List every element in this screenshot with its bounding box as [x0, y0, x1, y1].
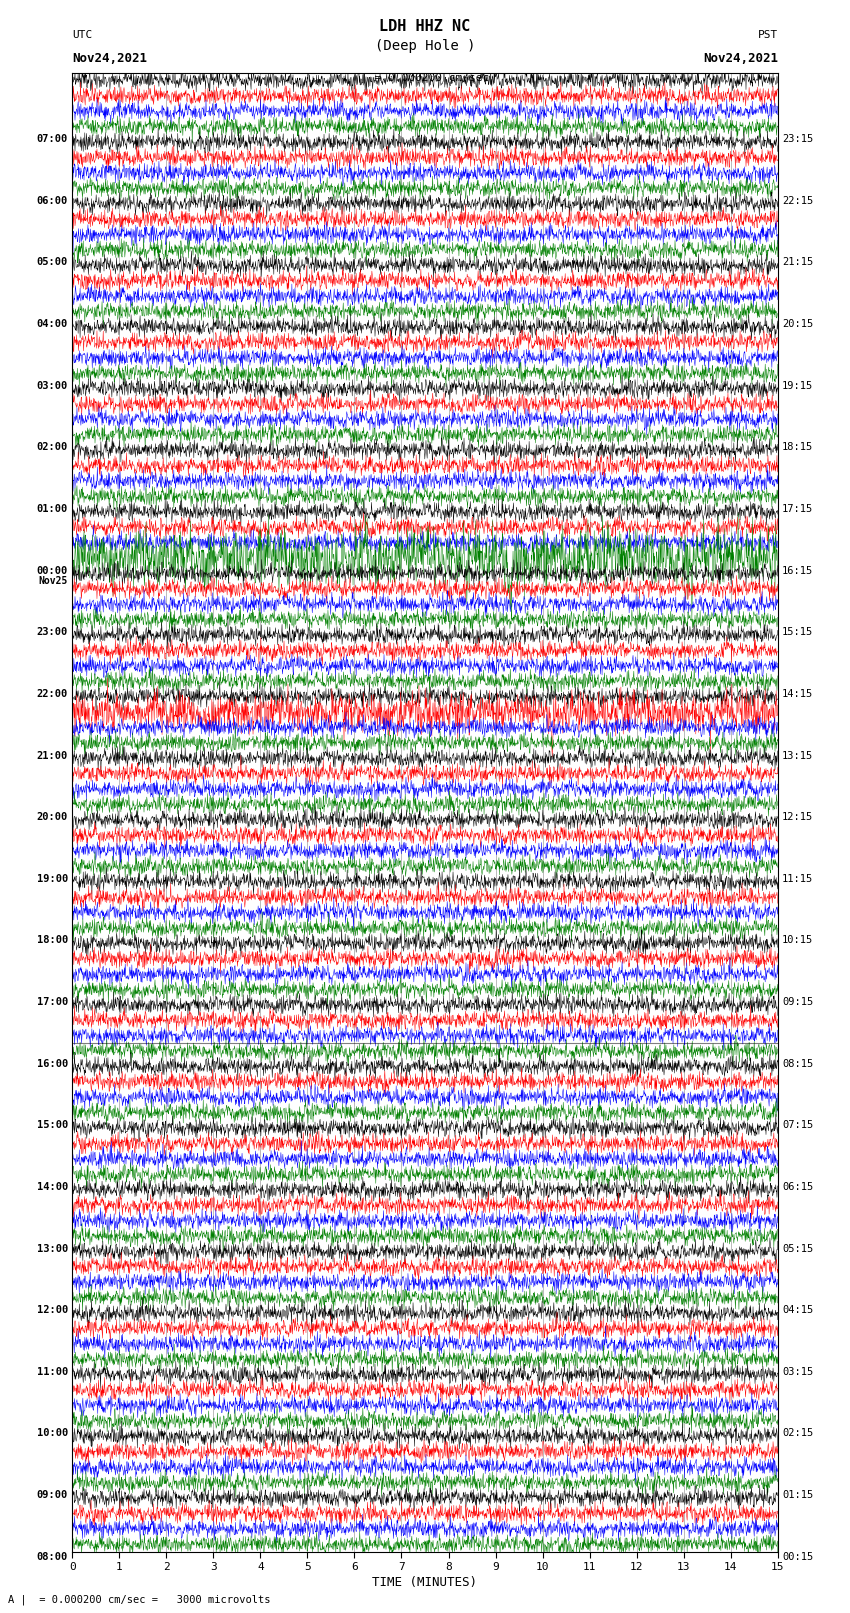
- Text: 15:00: 15:00: [37, 1121, 68, 1131]
- Text: 06:15: 06:15: [782, 1182, 813, 1192]
- Text: 19:15: 19:15: [782, 381, 813, 390]
- Text: 12:00: 12:00: [37, 1305, 68, 1315]
- Text: 15:15: 15:15: [782, 627, 813, 637]
- Text: Nov24,2021: Nov24,2021: [72, 52, 147, 65]
- Text: UTC: UTC: [72, 31, 93, 40]
- Text: 02:15: 02:15: [782, 1429, 813, 1439]
- Text: 21:00: 21:00: [37, 750, 68, 760]
- Text: 00:15: 00:15: [782, 1552, 813, 1561]
- Text: 21:15: 21:15: [782, 258, 813, 268]
- Text: 09:00: 09:00: [37, 1490, 68, 1500]
- Text: | = 0.000200 cm/sec: | = 0.000200 cm/sec: [361, 73, 489, 84]
- Text: 03:15: 03:15: [782, 1366, 813, 1378]
- Text: 07:15: 07:15: [782, 1121, 813, 1131]
- Text: 13:00: 13:00: [37, 1244, 68, 1253]
- Text: A |  = 0.000200 cm/sec =   3000 microvolts: A | = 0.000200 cm/sec = 3000 microvolts: [8, 1594, 271, 1605]
- Text: 22:00: 22:00: [37, 689, 68, 698]
- Text: 12:15: 12:15: [782, 813, 813, 823]
- Text: 11:00: 11:00: [37, 1366, 68, 1378]
- Text: 03:00: 03:00: [37, 381, 68, 390]
- Text: 17:15: 17:15: [782, 503, 813, 515]
- Text: 16:00: 16:00: [37, 1058, 68, 1069]
- Text: 05:00: 05:00: [37, 258, 68, 268]
- Text: 18:15: 18:15: [782, 442, 813, 452]
- Text: (Deep Hole ): (Deep Hole ): [375, 39, 475, 53]
- Text: 02:00: 02:00: [37, 442, 68, 452]
- Text: 23:00: 23:00: [37, 627, 68, 637]
- Text: 01:00: 01:00: [37, 503, 68, 515]
- Text: Nov24,2021: Nov24,2021: [703, 52, 778, 65]
- Text: 10:00: 10:00: [37, 1429, 68, 1439]
- Text: 11:15: 11:15: [782, 874, 813, 884]
- Text: 10:15: 10:15: [782, 936, 813, 945]
- X-axis label: TIME (MINUTES): TIME (MINUTES): [372, 1576, 478, 1589]
- Text: Nov25: Nov25: [38, 576, 68, 586]
- Text: 08:00: 08:00: [37, 1552, 68, 1561]
- Text: 01:15: 01:15: [782, 1490, 813, 1500]
- Text: 20:00: 20:00: [37, 813, 68, 823]
- Text: 23:15: 23:15: [782, 134, 813, 144]
- Text: 20:15: 20:15: [782, 319, 813, 329]
- Text: 22:15: 22:15: [782, 195, 813, 206]
- Text: 04:00: 04:00: [37, 319, 68, 329]
- Text: 13:15: 13:15: [782, 750, 813, 760]
- Text: 00:00: 00:00: [37, 566, 68, 576]
- Text: 19:00: 19:00: [37, 874, 68, 884]
- Text: 16:15: 16:15: [782, 566, 813, 576]
- Text: 14:00: 14:00: [37, 1182, 68, 1192]
- Text: PST: PST: [757, 31, 778, 40]
- Text: 17:00: 17:00: [37, 997, 68, 1007]
- Text: 07:00: 07:00: [37, 134, 68, 144]
- Text: 18:00: 18:00: [37, 936, 68, 945]
- Text: LDH HHZ NC: LDH HHZ NC: [379, 19, 471, 34]
- Text: 06:00: 06:00: [37, 195, 68, 206]
- Text: 14:15: 14:15: [782, 689, 813, 698]
- Text: 09:15: 09:15: [782, 997, 813, 1007]
- Text: 04:15: 04:15: [782, 1305, 813, 1315]
- Text: 08:15: 08:15: [782, 1058, 813, 1069]
- Text: 05:15: 05:15: [782, 1244, 813, 1253]
